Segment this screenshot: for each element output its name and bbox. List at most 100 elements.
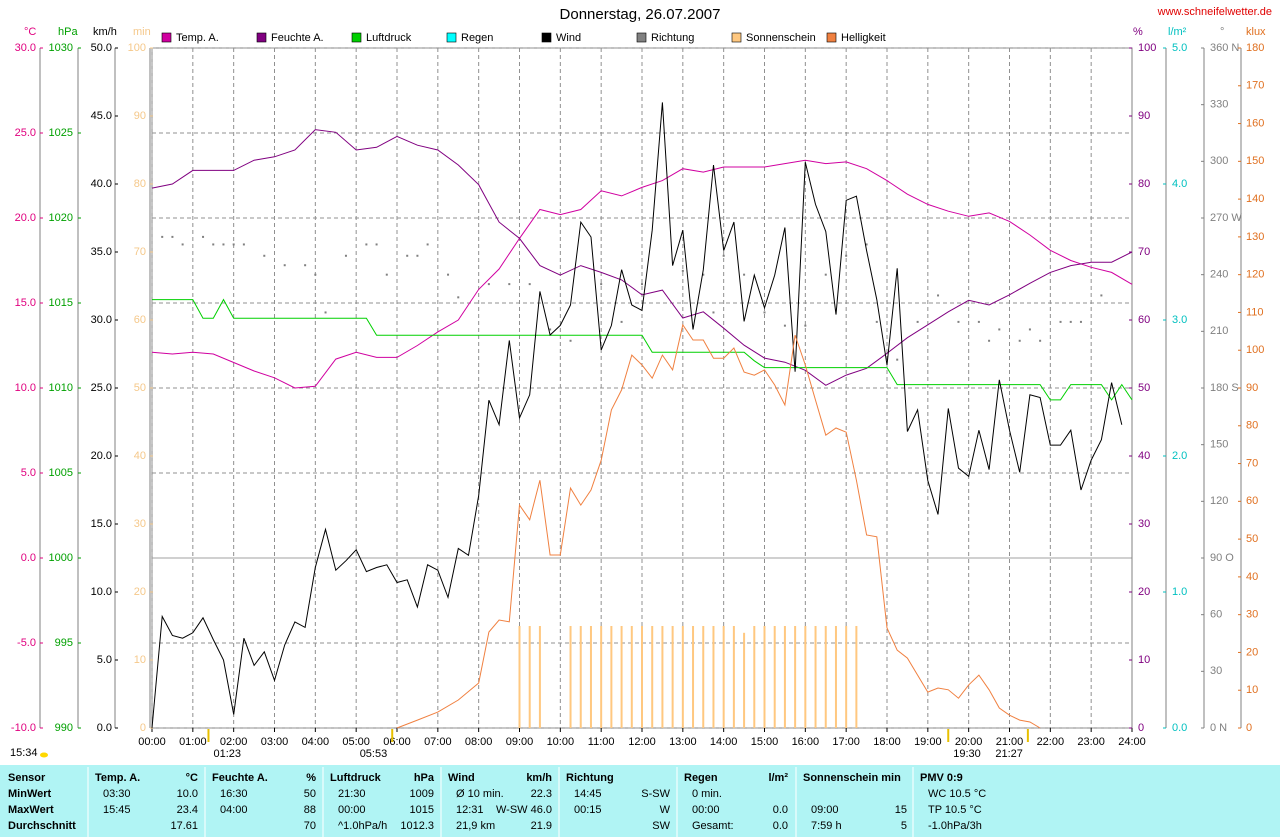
y-tick-label: 80 (1246, 420, 1258, 432)
table-unit: km/h (526, 772, 552, 784)
series-line (151, 102, 1123, 729)
axis-unit: hPa (58, 26, 78, 38)
y-tick-label: 20 (1138, 586, 1150, 598)
x-tick-label: 19:00 (914, 736, 942, 748)
y-tick-label: 15.0 (15, 297, 36, 309)
direction-dot (1100, 294, 1103, 297)
x-tick-label: 06:00 (383, 736, 411, 748)
y-tick-label: 0 (140, 722, 146, 734)
direction-dot (181, 243, 184, 246)
y-tick-label: 10 (134, 654, 146, 666)
table-unit: °C (186, 772, 198, 784)
direction-dot (865, 243, 868, 246)
table-cell: 1015 (410, 804, 434, 816)
direction-dot (212, 243, 215, 246)
y-tick-label: 90 (1246, 382, 1258, 394)
y-tick-label: 30.0 (91, 314, 112, 326)
x-tick-label: 03:00 (261, 736, 289, 748)
y-tick-label: 0 N (1210, 722, 1227, 734)
y-tick-label: 20 (134, 586, 146, 598)
table-cell: 0.0 (773, 804, 788, 816)
table-header: Sonnenschein min (803, 772, 901, 784)
sunshine-bar (712, 626, 715, 728)
direction-dot (1059, 320, 1062, 323)
direction-dot (977, 320, 980, 323)
legend-swatch (161, 32, 172, 43)
table-cell: S-SW (641, 788, 670, 800)
sunshine-bar (579, 626, 582, 728)
direction-dot (242, 243, 245, 246)
series-line (151, 159, 1133, 389)
y-tick-label: 210 (1210, 325, 1228, 337)
sunshine-bar (702, 626, 705, 728)
table-unit: l/m² (768, 772, 788, 784)
y-tick-label: 0.0 (97, 722, 112, 734)
direction-dot (600, 283, 603, 286)
y-tick-label: -10.0 (11, 722, 36, 734)
y-tick-label: 10 (1138, 654, 1150, 666)
sunshine-bar (528, 626, 531, 728)
x-tick-label: 15:00 (751, 736, 779, 748)
axis-unit: % (1133, 26, 1143, 38)
series-line (151, 129, 1133, 386)
y-tick-label: 0 (1138, 722, 1144, 734)
table-unit: hPa (414, 772, 435, 784)
direction-dot (375, 243, 378, 246)
sunshine-bar (661, 626, 664, 728)
legend-label: Helligkeit (841, 32, 886, 44)
y-tick-label: 25.0 (15, 127, 36, 139)
direction-dot (1018, 339, 1021, 342)
y-tick-label: 30 (134, 518, 146, 530)
table-cell: 00:15 (574, 804, 602, 816)
legend-swatch (446, 32, 457, 43)
direction-dot (314, 273, 317, 276)
event-label: 05:53 (360, 748, 388, 760)
table-unit: % (306, 772, 316, 784)
table-cell: TP 10.5 °C (928, 804, 982, 816)
legend-swatch (256, 32, 267, 43)
y-tick-label: 5.0 (21, 467, 36, 479)
direction-dot (416, 254, 419, 257)
y-tick-label: 25.0 (91, 382, 112, 394)
table-cell: 04:00 (220, 804, 248, 816)
table-cell: 09:00 (811, 804, 839, 816)
legend-label: Luftdruck (366, 32, 412, 44)
y-tick-label: 70 (134, 246, 146, 258)
sunshine-bar (589, 626, 592, 728)
table-cell: 10.0 (177, 788, 198, 800)
legend-swatch (351, 32, 362, 43)
y-tick-label: 1015 (49, 297, 73, 309)
table-cell: W (660, 804, 671, 816)
direction-dot (875, 320, 878, 323)
legend-label: Regen (461, 32, 493, 44)
table-cell: 00:00 (338, 804, 366, 816)
x-tick-label: 21:00 (996, 736, 1024, 748)
table-header: PMV 0:9 (920, 772, 963, 784)
chart-title: Donnerstag, 26.07.2007 (560, 6, 721, 23)
y-tick-label: 100 (128, 42, 146, 54)
table-cell: 70 (304, 820, 316, 832)
axis-unit: °C (24, 26, 36, 38)
y-tick-label: 330 (1210, 99, 1228, 111)
y-tick-label: 90 (134, 110, 146, 122)
y-tick-label: 170 (1246, 80, 1264, 92)
sunshine-bar (538, 626, 541, 728)
y-tick-label: 0.0 (1172, 722, 1187, 734)
x-tick-label: 01:00 (179, 736, 207, 748)
y-tick-label: 60 (134, 314, 146, 326)
sunshine-bar (722, 626, 725, 728)
x-tick-label: 00:00 (138, 736, 166, 748)
y-tick-label: 4.0 (1172, 178, 1187, 190)
y-tick-label: 30 (1246, 609, 1258, 621)
y-tick-label: 50 (134, 382, 146, 394)
y-tick-label: 150 (1246, 155, 1264, 167)
table-cell: WC 10.5 °C (928, 788, 986, 800)
event-label: 19:30 (953, 748, 981, 760)
y-tick-label: 1.0 (1172, 586, 1187, 598)
y-tick-label: 5.0 (97, 654, 112, 666)
sunshine-bar (651, 626, 654, 728)
direction-dot (447, 273, 450, 276)
direction-dot (161, 235, 164, 238)
direction-dot (998, 328, 1001, 331)
direction-dot (988, 339, 991, 342)
